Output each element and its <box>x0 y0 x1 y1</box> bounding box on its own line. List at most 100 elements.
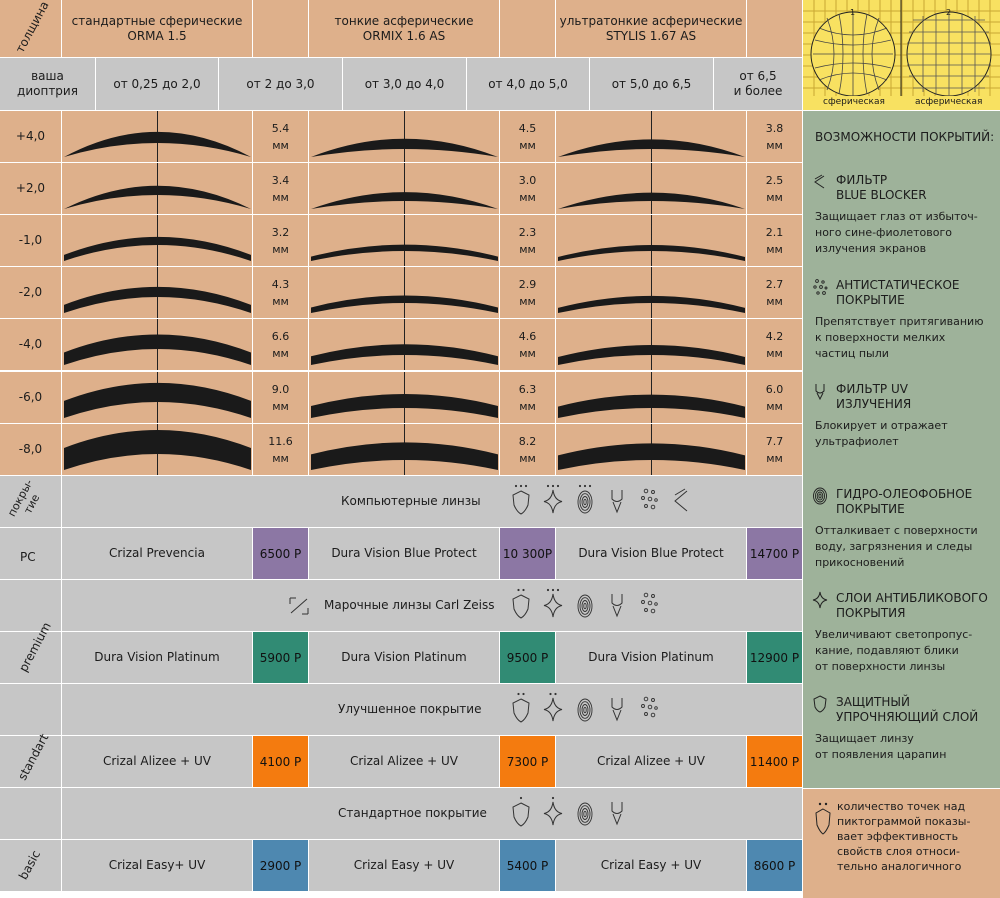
product-cell: Crizal Easy + UV <box>309 840 499 891</box>
diagram-label-1: 1 <box>850 8 856 17</box>
thickness-value: 2.3 <box>518 225 537 239</box>
lens-type-header-1: стандартные сферические ORMA 1.5 <box>62 0 252 57</box>
sparkle-icon <box>542 588 564 618</box>
thickness-unit: мм <box>272 138 289 152</box>
diopter-value: -2,0 <box>18 285 43 299</box>
product-cell: Dura Vision Blue Protect <box>309 528 499 579</box>
diagram-caption-aspherical: асферическая <box>915 97 983 107</box>
thickness-label: толщина <box>12 0 52 56</box>
lens-center-line <box>651 163 652 214</box>
coatings-label-cell: покры- тие <box>0 476 61 527</box>
tier-label-cell <box>0 632 61 683</box>
lens-shape-cell <box>556 267 746 318</box>
thickness-value-cell: 2.1 мм <box>747 215 802 266</box>
shield-icon <box>510 588 532 619</box>
lens-type-1-line1: стандартные сферические <box>71 13 243 28</box>
lens-center-line <box>404 163 405 214</box>
thickness-unit: мм <box>272 190 289 204</box>
uv-filter-icon <box>812 382 828 404</box>
diopter-range-2: от 2 до 3,0 <box>219 58 342 110</box>
lens-profile <box>62 111 253 166</box>
feature-title: АНТИСТАТИЧЕСКОЕ ПОКРЫТИЕ <box>836 278 960 307</box>
thickness-value-cell: 2.3 мм <box>500 215 555 266</box>
diopter-label: ваша диоптрия <box>17 69 78 98</box>
lens-profile <box>309 215 500 270</box>
lens-type-header-2: тонкие асферические ORMIX 1.6 AS <box>309 0 499 57</box>
coatings-spacer <box>0 580 61 631</box>
lens-shape-cell <box>62 267 252 318</box>
product-name: Crizal Easy + UV <box>600 858 702 872</box>
shield-icon <box>510 796 532 827</box>
antistatic-icon <box>638 484 660 510</box>
lens-shape-cell <box>309 424 499 475</box>
panel-heading: ВОЗМОЖНОСТИ ПОКРЫТИЙ: <box>815 130 995 144</box>
lens-profile <box>309 372 500 427</box>
dots-shield-icon <box>815 802 831 835</box>
thickness-unit: мм <box>766 346 783 360</box>
thickness-value: 3.4 <box>271 173 290 187</box>
fingerprint-icon <box>574 588 596 618</box>
lens-center-line <box>651 111 652 162</box>
thickness-unit: мм <box>766 242 783 256</box>
diopter-range-5: от 5,0 до 6,5 <box>590 58 713 110</box>
lens-shape-cell <box>62 424 252 475</box>
diopter-row-6: -8,0 <box>0 424 61 475</box>
product-name: Crizal Alizee + UV <box>349 754 459 768</box>
feature-desc: Отталкивает с поверхности воду, загрязне… <box>815 524 978 569</box>
diopter-header-cell: ваша диоптрия <box>0 58 95 110</box>
antistatic-icon <box>812 278 828 300</box>
price-cell: 8600 Р <box>747 840 802 891</box>
sparkle-icon <box>542 692 564 722</box>
thickness-unit: мм <box>766 138 783 152</box>
product-cell: Dura Vision Platinum <box>556 632 746 683</box>
feature-desc: Блокирует и отражает ультрафиолет <box>815 419 948 448</box>
diopter-range-3-text: от 3,0 до 4,0 <box>364 76 445 91</box>
product-name: Crizal Easy+ UV <box>108 858 206 872</box>
price-cell: 10 300Р <box>500 528 555 579</box>
price-value: 5900 Р <box>259 650 302 665</box>
thickness-value: 3.2 <box>271 225 290 239</box>
lens-profile <box>309 267 500 322</box>
thickness-unit: мм <box>766 399 783 413</box>
thickness-value-cell: 7.7 мм <box>747 424 802 475</box>
price-cell: 14700 Р <box>747 528 802 579</box>
thickness-value: 5.4 <box>271 121 290 135</box>
uv-filter-icon <box>606 484 628 514</box>
shield-icon <box>510 484 532 515</box>
feature-title: СЛОИ АНТИБЛИКОВОГО ПОКРЫТИЯ <box>836 591 988 620</box>
thickness-value-cell: 4.2 мм <box>747 319 802 370</box>
shield-icon <box>510 692 532 723</box>
thickness-unit: мм <box>519 190 536 204</box>
thickness-value: 4.2 <box>765 329 784 343</box>
product-name: Dura Vision Platinum <box>341 650 467 664</box>
lens-type-3-line2: STYLIS 1.67 AS <box>605 28 697 43</box>
price-value: 7300 Р <box>506 754 549 769</box>
diopter-row-4: -4,0 <box>0 319 61 370</box>
thickness-unit: мм <box>272 399 289 413</box>
lens-profile <box>309 319 500 374</box>
uv-filter-icon <box>606 588 628 618</box>
price-value: 6500 Р <box>259 546 302 561</box>
product-cell: Crizal Alizee + UV <box>309 736 499 787</box>
lens-type-1-line2: ORMA 1.5 <box>127 28 187 43</box>
diopter-value: -6,0 <box>18 390 43 404</box>
thickness-value-cell: 6.0 мм <box>747 372 802 423</box>
uv-filter-icon <box>606 796 628 826</box>
lens-shape-cell <box>62 319 252 370</box>
zeiss-logo-icon <box>288 596 310 620</box>
product-name: Dura Vision Blue Protect <box>578 546 724 560</box>
thickness-value-cell: 3.8 мм <box>747 111 802 162</box>
lens-type-3-line1: ультратонкие асферические <box>559 13 743 28</box>
lens-center-line <box>651 319 652 370</box>
lens-shape-cell <box>62 372 252 423</box>
lens-type-2-line2: ORMIX 1.6 AS <box>362 28 446 43</box>
price-cell: 2900 Р <box>253 840 308 891</box>
header-spacer-1 <box>253 0 308 57</box>
lens-shape-cell <box>309 111 499 162</box>
lens-center-line <box>651 215 652 266</box>
tier-label-cell <box>0 840 61 891</box>
lens-shape-cell <box>309 319 499 370</box>
thickness-value-cell: 3.2 мм <box>253 215 308 266</box>
lens-profile <box>556 424 747 479</box>
thickness-value-cell: 2.7 мм <box>747 267 802 318</box>
